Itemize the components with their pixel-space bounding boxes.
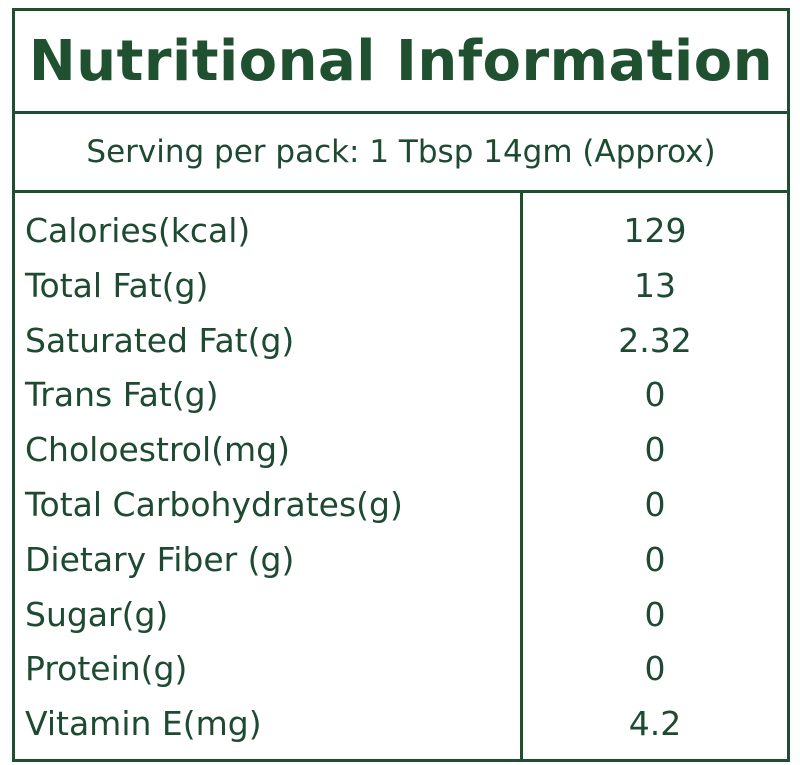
- nutrient-name: Total Carbohydrates(g): [25, 485, 403, 524]
- nutrition-panel: Nutritional Information Serving per pack…: [12, 8, 790, 762]
- nutrient-name: Protein(g): [25, 649, 188, 689]
- nutrient-name: Saturated Fat(g): [25, 320, 295, 360]
- nutrient-name: Trans Fat(g): [25, 375, 219, 415]
- nutrient-value: 0: [644, 430, 666, 470]
- nutrient-value: 13: [634, 265, 676, 305]
- nutrient-name: Choloestrol(mg): [25, 430, 290, 470]
- serving-info: Serving per pack: 1 Tbsp 14gm (Approx): [15, 114, 787, 193]
- nutrient-name: Calories(kcal): [25, 211, 251, 250]
- nutrient-value: 4.2: [628, 704, 682, 744]
- nutrient-value: 129: [623, 211, 687, 250]
- nutrient-value: 2.32: [618, 320, 692, 360]
- title: Nutritional Information: [15, 11, 787, 114]
- column-divider: [520, 193, 523, 759]
- nutrient-name: Sugar(g): [25, 594, 169, 634]
- nutrient-value: 0: [644, 485, 666, 524]
- nutrient-value: 0: [644, 375, 666, 415]
- nutrient-name: Vitamin E(mg): [25, 704, 262, 744]
- nutrient-name: Total Fat(g): [25, 265, 209, 305]
- nutrient-value: 0: [644, 594, 666, 634]
- nutrient-value: 0: [644, 539, 666, 579]
- nutrient-name: Dietary Fiber (g): [25, 539, 295, 579]
- nutrient-value: 0: [644, 649, 666, 689]
